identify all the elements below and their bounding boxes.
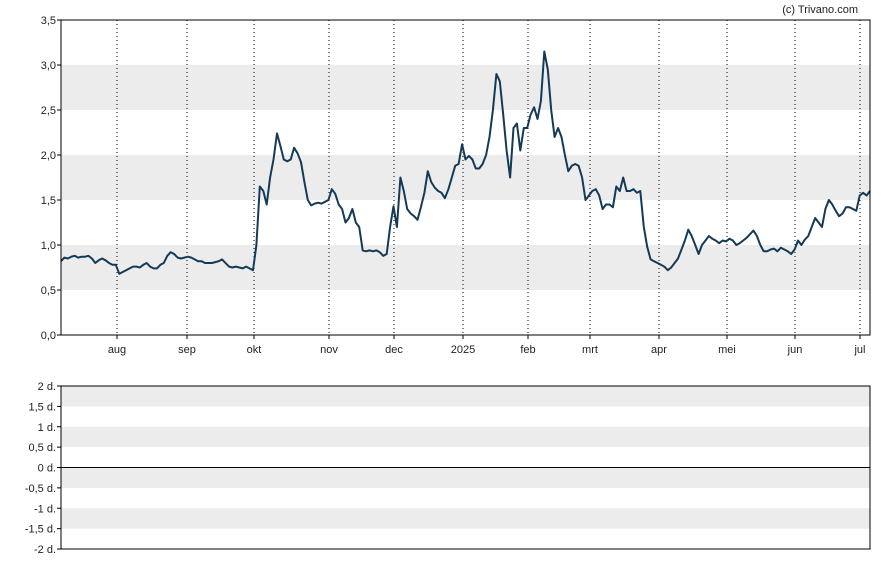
sub-y-tick-label: -2 d. [34, 544, 56, 556]
main-y-tick-label: 1,0 [41, 240, 56, 252]
main-x-tick-label: jun [787, 344, 803, 356]
price-series-line [60, 50, 871, 275]
main-band [61, 245, 870, 290]
sub-band [61, 426, 870, 448]
sub-y-tick-label: 1 d. [38, 422, 56, 434]
sub-y-tick-label: -1,5 d. [25, 524, 56, 536]
main-band [61, 65, 870, 110]
credit-text: (c) Trivano.com [782, 4, 858, 16]
main-month-gridlines [116, 20, 861, 335]
sub-y-tick-label: 2 d. [38, 381, 56, 393]
main-x-tick-label: jul [853, 344, 865, 356]
sub-band [61, 467, 870, 488]
sub-y-tick-label: 1,5 d. [28, 401, 56, 413]
main-plot-frame [60, 19, 871, 336]
main-y-tick-label: 2,5 [41, 105, 56, 117]
main-x-tick-label: dec [385, 344, 403, 356]
main-y-tick-label: 0,0 [41, 330, 56, 342]
sub-band [61, 508, 870, 529]
main-y-tick-label: 0,5 [41, 285, 56, 297]
sub-y-tick-label: 0 d. [38, 463, 56, 475]
main-background-bands [61, 65, 870, 290]
sub-y-tick-label: -1 d. [34, 503, 56, 515]
main-band [61, 155, 870, 200]
sub-y-axis: 2 d. 1,5 d. 1 d. 0,5 d. 0 d. -0,5 d. -1 d. -1,5… [25, 381, 61, 556]
sub-y-tick-label: 0,5 d. [28, 442, 56, 454]
main-y-tick-label: 3,0 [41, 60, 56, 72]
sub-background-bands [61, 386, 870, 529]
main-x-axis: aug sep okt nov dec 2025 feb mrt apr mei jun jul [108, 335, 866, 356]
main-y-tick-label: 3,5 [41, 15, 56, 27]
main-x-tick-label: mrt [582, 344, 598, 356]
main-y-tick-label: 1,5 [41, 195, 56, 207]
main-x-tick-label: nov [320, 344, 338, 356]
secondary-chart: 2 d. 1,5 d. 1 d. 0,5 d. 0 d. -0,5 d. -1 d. -1,5… [25, 381, 871, 556]
main-price-chart: 0,0 0,5 1,0 1,5 2,0 2,5 3,0 3,5 aug sep okt nov dec… [41, 15, 871, 356]
main-x-tick-label: 2025 [451, 344, 475, 356]
main-x-tick-label: aug [108, 344, 126, 356]
main-x-tick-label: sep [178, 344, 196, 356]
sub-y-tick-label: -0,5 d. [25, 483, 56, 495]
main-x-tick-label: feb [520, 344, 535, 356]
main-y-tick-label: 2,0 [41, 150, 56, 162]
main-x-tick-label: apr [651, 344, 667, 356]
main-x-tick-label: mei [718, 344, 736, 356]
sub-band [61, 386, 870, 407]
main-x-tick-label: okt [247, 344, 262, 356]
main-y-axis: 0,0 0,5 1,0 1,5 2,0 2,5 3,0 3,5 [41, 15, 61, 342]
